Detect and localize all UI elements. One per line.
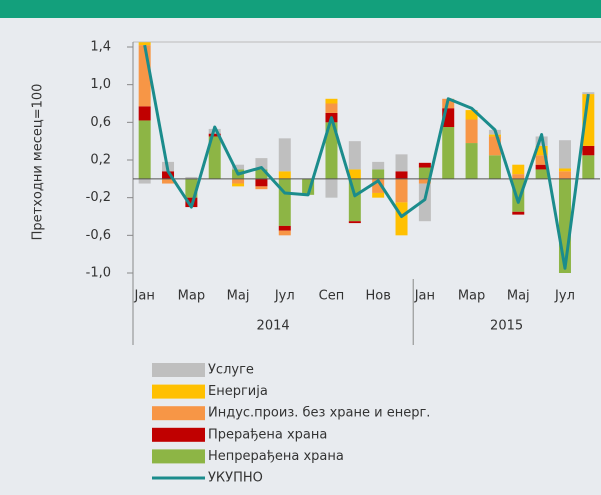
bar-segment	[465, 110, 478, 120]
bar-segment	[418, 178, 431, 184]
bar-segment	[512, 174, 525, 179]
x-tick-label: Мај	[227, 289, 250, 304]
bar-segment	[488, 134, 501, 137]
total-line	[143, 44, 590, 270]
y-tick-label: -0,2	[86, 190, 111, 205]
header-band	[0, 0, 601, 18]
x-tick-label: Мар	[178, 289, 205, 304]
legend-swatch	[152, 406, 205, 421]
x-tick-label: Јул	[274, 289, 295, 304]
bar-segment	[582, 155, 595, 179]
bar-segment	[208, 136, 221, 179]
bar-segment	[325, 122, 338, 179]
legend-label: Енергија	[208, 384, 268, 399]
y-axis-label: Претходни месец=100	[31, 84, 46, 241]
bar-segment	[255, 158, 268, 170]
y-tick-label: 0,6	[90, 115, 111, 130]
bar-segment	[232, 183, 245, 187]
bar-segment	[395, 202, 408, 236]
group-label: 2014	[257, 319, 290, 334]
bar-segment	[488, 155, 501, 179]
bar-segment	[395, 171, 408, 179]
bar-segment	[138, 106, 151, 121]
bar-segment	[512, 178, 525, 212]
bar-segment	[558, 171, 571, 179]
legend-swatch	[152, 384, 205, 399]
bar-segment	[232, 164, 245, 170]
bar-segment	[465, 143, 478, 179]
y-tick-label: -0,6	[86, 228, 111, 243]
bar-segment	[325, 178, 338, 198]
y-tick-label: 1,4	[90, 40, 111, 55]
bar-segment	[162, 171, 175, 179]
x-tick-label: Мај	[507, 289, 530, 304]
bar-segment	[278, 178, 291, 226]
bar-segment	[535, 145, 548, 156]
bar-segment	[395, 154, 408, 172]
bar-segment	[278, 171, 291, 179]
bar-segment	[442, 127, 455, 179]
legend-label: Непрерађена храна	[208, 449, 344, 464]
bar-segment	[372, 161, 385, 170]
bar-segment	[372, 169, 385, 179]
bar-segment	[465, 119, 478, 144]
bar-segment	[372, 192, 385, 198]
x-tick-label: Јан	[134, 289, 155, 304]
y-tick-label: 0,2	[90, 153, 111, 168]
x-tick-label: Јан	[414, 289, 435, 304]
bar-segment	[582, 145, 595, 156]
legend-swatch	[152, 427, 205, 442]
bar-segment	[138, 42, 151, 46]
bar-segment	[348, 141, 361, 170]
bar-segment	[558, 140, 571, 169]
bar-segment	[138, 178, 151, 184]
legend-swatch	[152, 449, 205, 464]
bar-segment	[418, 167, 431, 179]
bar-segment	[255, 169, 268, 179]
bar-segment	[208, 133, 221, 137]
bar-segment	[278, 225, 291, 231]
bar-segment	[278, 138, 291, 172]
group-label: 2015	[490, 319, 523, 334]
bar-segment	[512, 164, 525, 175]
legend-label: УКУПНО	[208, 471, 263, 486]
bar-segment	[255, 178, 268, 187]
bar-segment	[535, 169, 548, 179]
bar-segment	[325, 98, 338, 104]
bar-segment	[558, 168, 571, 172]
x-tick-label: Јул	[554, 289, 575, 304]
bar-segment	[582, 92, 595, 95]
legend-label: Услуге	[208, 363, 254, 378]
bar-segment	[255, 186, 268, 190]
x-tick-label: Нов	[365, 289, 390, 304]
legend-swatch	[152, 363, 205, 377]
bar-segment	[535, 164, 548, 170]
legend-label: Индус.произ. без хране и енерг.	[208, 406, 430, 421]
bar-segment	[162, 178, 175, 184]
y-tick-label: 1,0	[90, 77, 111, 92]
bar-segment	[185, 176, 198, 179]
bar-segment	[512, 211, 525, 215]
bar-segment	[348, 221, 361, 224]
bar-segment	[325, 103, 338, 113]
bar-segment	[278, 230, 291, 236]
x-tick-label: Сеп	[319, 289, 345, 304]
y-tick-label: -1,0	[86, 266, 111, 281]
x-tick-label: Мар	[458, 289, 485, 304]
bar-segment	[348, 169, 361, 179]
bar-segment	[232, 178, 245, 184]
bar-segment	[138, 120, 151, 179]
bar-segment	[535, 155, 548, 165]
legend-label: Прерађена храна	[208, 427, 327, 442]
bar-segment	[395, 178, 408, 203]
bar-segment	[418, 162, 431, 168]
